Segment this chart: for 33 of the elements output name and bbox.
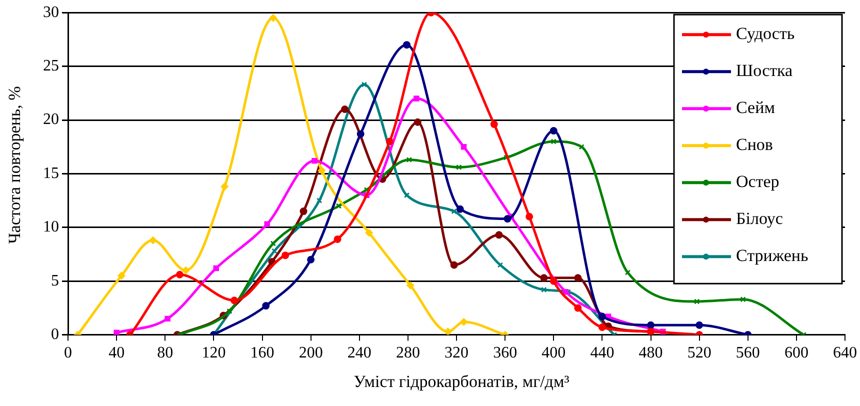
- y-tick-label: 30: [43, 4, 59, 21]
- legend-label: Сейм: [736, 98, 776, 118]
- y-tick-label: 5: [51, 272, 59, 290]
- legend-label: Остер: [736, 172, 780, 192]
- x-tick-label: 400: [542, 344, 566, 362]
- x-tick-label: 160: [250, 344, 274, 362]
- x-tick-label: 120: [202, 344, 226, 362]
- x-tick-label: 200: [298, 344, 323, 362]
- legend-label: Снов: [736, 135, 773, 154]
- x-tick-label: 560: [736, 344, 760, 362]
- x-tick-label: 600: [784, 344, 808, 362]
- x-tick-label: 280: [396, 344, 420, 362]
- x-tick-label: 320: [444, 344, 468, 362]
- x-tick-label: 480: [638, 344, 663, 362]
- y-tick-label: 25: [43, 58, 59, 75]
- x-tick-label: 440: [590, 344, 614, 362]
- legend-label: Судость: [736, 24, 795, 44]
- x-axis-title: Уміст гідрокарбонатів, мг/дм³: [352, 372, 570, 392]
- y-tick-label: 15: [43, 164, 59, 182]
- x-tick-label: 0: [64, 344, 72, 362]
- legend-label: Стрижень: [736, 246, 809, 266]
- y-tick-label: 10: [43, 218, 59, 236]
- y-tick-label: 0: [51, 326, 59, 344]
- legend-label: Білоус: [736, 209, 784, 228]
- x-tick-label: 80: [157, 344, 174, 362]
- legend-label: Шостка: [736, 61, 794, 80]
- y-axis-title: Частота повторень, %: [5, 85, 25, 246]
- x-tick-label: 40: [108, 344, 125, 362]
- x-tick-label: 520: [687, 344, 712, 362]
- x-tick-label: 240: [347, 344, 372, 362]
- x-tick-label: 360: [493, 344, 518, 362]
- y-tick-label: 20: [43, 111, 59, 128]
- x-tick-label: 640: [833, 344, 857, 362]
